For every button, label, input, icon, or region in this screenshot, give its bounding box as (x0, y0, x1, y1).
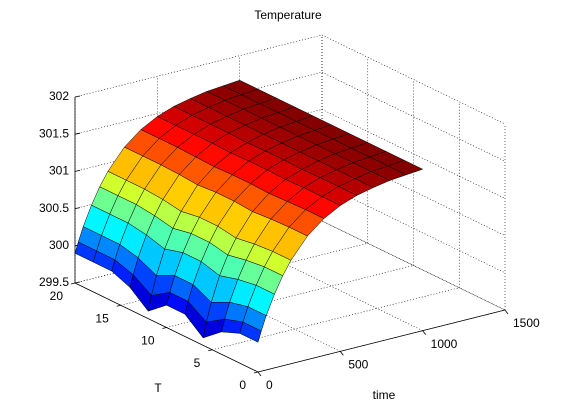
x-tick-label: 0 (266, 378, 273, 392)
y-tick-label: 15 (95, 311, 109, 325)
tick-mark (74, 281, 81, 284)
z-tick-label: 301 (49, 164, 69, 178)
z-tick-label: 301.5 (39, 126, 69, 140)
chart-title: Temperature (254, 8, 322, 22)
x-axis (257, 309, 506, 373)
grid-line (321, 220, 506, 311)
grid-line (321, 71, 506, 162)
tick-mark (116, 304, 121, 307)
tick-mark (162, 327, 167, 329)
grid-line (239, 241, 423, 331)
tick-mark (340, 351, 344, 356)
grid-line (74, 71, 323, 135)
tick-mark (422, 330, 426, 335)
y-tick-label: 5 (194, 356, 201, 370)
z-tick-label: 299.5 (39, 275, 69, 289)
grid-line (321, 220, 506, 311)
tick-mark (74, 207, 81, 209)
z-tick-label: 300 (49, 238, 69, 252)
tick-mark (504, 309, 509, 315)
tick-mark (74, 95, 81, 98)
tick-mark (70, 282, 76, 285)
x-tick-label: 1500 (513, 316, 540, 330)
surface-patch (239, 321, 262, 343)
grid-line (321, 34, 506, 125)
grid-line (74, 34, 323, 98)
tick-mark (208, 349, 213, 352)
x-axis-label: time (373, 388, 396, 402)
tick-mark (253, 371, 259, 374)
grid-line (321, 183, 506, 274)
x-tick-label: 1000 (431, 337, 458, 351)
y-tick-label: 10 (141, 334, 155, 348)
tick-mark (74, 132, 81, 135)
tick-mark (74, 170, 81, 172)
y-tick-label: 0 (239, 378, 246, 392)
z-tick-label: 302 (49, 89, 69, 103)
grid-line (157, 262, 341, 352)
y-tick-label: 20 (50, 289, 64, 303)
tick-mark (257, 371, 262, 377)
x-tick-label: 500 (348, 358, 368, 372)
z-tick-label: 300.5 (39, 201, 69, 215)
grid-line (321, 109, 506, 199)
y-axis-label: T (154, 381, 162, 395)
